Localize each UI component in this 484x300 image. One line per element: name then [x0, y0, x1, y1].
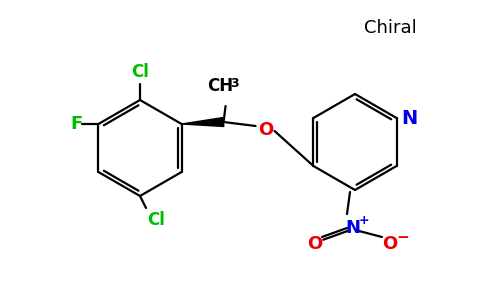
Text: O: O [307, 235, 323, 253]
Text: N: N [346, 219, 361, 237]
Text: CH: CH [208, 77, 234, 95]
Text: O: O [258, 121, 273, 139]
Text: +: + [359, 214, 369, 227]
Text: N: N [401, 109, 418, 128]
Text: −: − [396, 230, 409, 244]
Polygon shape [182, 118, 224, 127]
Text: 3: 3 [230, 77, 239, 90]
Text: F: F [70, 115, 83, 133]
Text: O: O [382, 235, 398, 253]
Text: Chiral: Chiral [363, 19, 416, 37]
Text: Cl: Cl [147, 211, 165, 229]
Text: Cl: Cl [131, 63, 149, 81]
